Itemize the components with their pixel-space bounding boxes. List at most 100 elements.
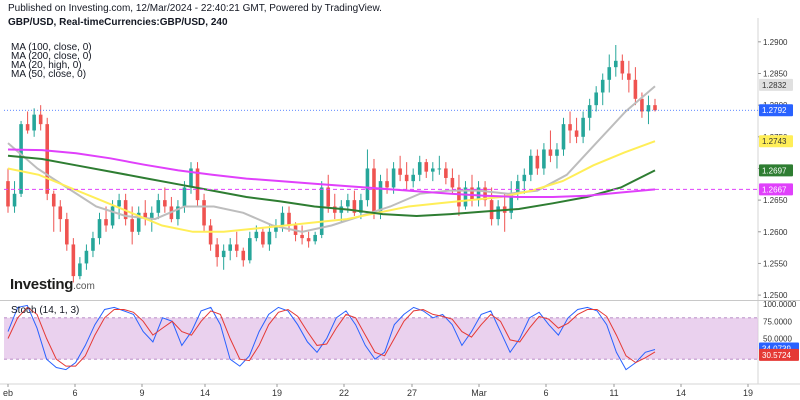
candle-body [280,212,285,226]
candle-body [182,187,187,207]
price-label-box [759,135,793,148]
candle-body [215,244,219,258]
candle-body [313,234,317,242]
ma-line [7,154,656,218]
candle-body [404,174,409,182]
price-label-box [759,164,793,177]
stoch-line [7,304,656,371]
candle-body [58,206,63,220]
candle-body [195,168,200,201]
candle-body [613,60,618,68]
candle-body [104,219,108,226]
candle-body [84,250,89,264]
published-header: Published on Investing.com, 12/Mar/2024 … [8,3,382,14]
time-tick-label: 14 [676,388,686,398]
candle-body [633,79,638,99]
candle-body [372,168,376,213]
candle-body [646,105,651,112]
stoch-band [4,317,758,360]
candle-body [38,114,43,125]
candle-body [156,200,161,213]
ma-line [7,140,656,233]
time-tick-label: 27 [407,388,417,398]
price-axis-bg [758,0,800,400]
candle-body [346,200,350,207]
candle-body [424,162,429,172]
candle-body [352,200,357,213]
candle-body [365,168,370,201]
candle-body [522,174,527,182]
candle-body [287,212,291,226]
candle-body [306,238,311,242]
candle-body [19,124,23,194]
legend-ma50: MA (50, close, 0) [11,69,87,80]
time-tick-label: 9 [139,388,144,398]
candle-body [91,238,95,251]
candle-body [542,149,546,169]
candle-body [411,174,415,182]
candle-body [627,73,631,80]
price-tick-label: 1.2650 [763,196,788,205]
time-tick-label: 14 [200,388,210,398]
stoch-legend: Stoch (14, 1, 3) [11,305,80,316]
price-label-text: 1.2697 [762,166,787,175]
candle-body [561,124,566,150]
time-tick-label: 19 [272,388,282,398]
price-tick-label: 1.2550 [763,259,788,268]
candle-body [65,219,69,245]
candle-body [149,212,154,220]
logo-suffix: .com [73,281,95,292]
candle-body [470,187,474,201]
candle-body [581,117,585,137]
candle-body [110,206,115,226]
price-label-text: 1.2792 [762,106,787,115]
candle-body [457,187,461,207]
candle-body [267,231,272,245]
candle-body [359,200,363,213]
candle-body [431,168,435,172]
candle-body [241,250,246,261]
candle-body [398,168,402,175]
candle-body [261,231,265,245]
candle-body [568,124,572,131]
candle-body [163,200,167,207]
candle-body [202,200,206,226]
pane-separator [0,300,800,301]
ma-line [7,85,656,233]
symbol-title: GBP/USD, Real-timeCurrencies:GBP/USD, 24… [8,17,228,28]
time-tick-label: 6 [543,388,548,398]
legend-ma100: MA (100, close, 0) [11,42,92,53]
candle-body [78,263,82,277]
candle-body [555,149,559,156]
price-tick-label: 1.2600 [763,228,788,237]
candle-body [136,212,141,232]
candle-body [117,200,121,207]
candle-body [587,105,592,118]
price-label-text: 1.2743 [762,137,787,146]
price-tick-label: 1.2500 [763,291,788,300]
candle-body [12,193,17,207]
price-label-box [759,183,793,196]
logo-text: Investing [10,276,74,293]
candle-body [653,105,657,111]
stoch-tick-label: 50.0000 [763,335,792,344]
candle-body [189,168,193,188]
candle-body [378,181,383,213]
candle-body [529,155,533,175]
time-tick-label: 6 [72,388,77,398]
time-tick-label: 11 [609,388,618,398]
candle-body [450,177,455,188]
time-tick-label: 19 [743,388,753,398]
candle-body [607,67,612,80]
candle-body [437,168,442,170]
legend-ma200: MA (200, close, 0) [11,51,92,62]
candle-body [319,187,324,235]
time-tick-label: 22 [339,388,349,398]
candle-body [228,244,232,251]
price-label-text: 1.2832 [762,81,787,90]
candle-body [32,114,36,131]
candle-body [234,244,239,251]
candle-body [391,168,396,188]
price-tick-label: 1.2850 [763,69,788,78]
candle-body [476,187,481,201]
